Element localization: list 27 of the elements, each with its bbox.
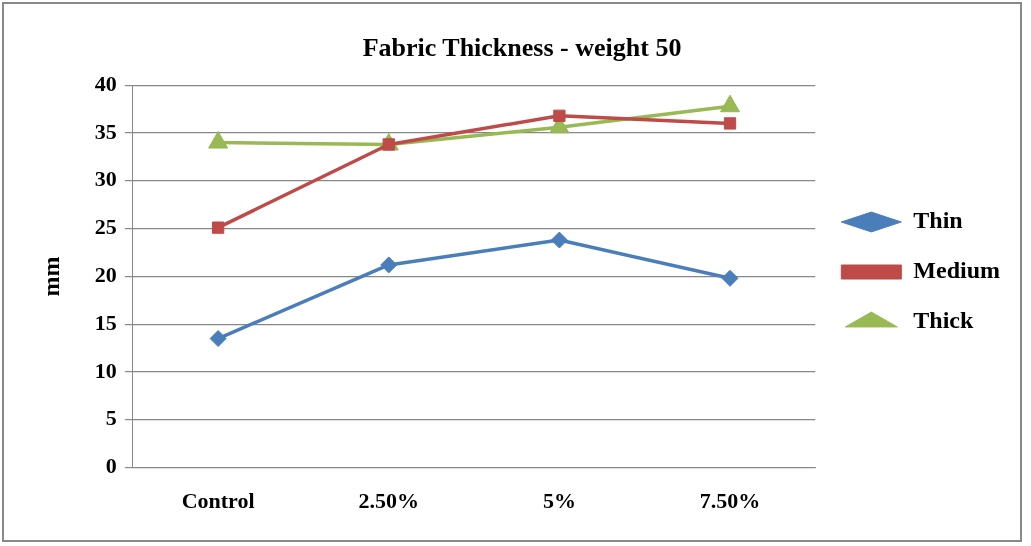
chart-title: Fabric Thickness - weight 50	[362, 33, 682, 63]
x-tick-label: 5%	[542, 488, 576, 514]
y-tick-label: 5	[105, 405, 117, 431]
y-tick-label: 25	[94, 214, 117, 240]
y-tick-label: 0	[105, 453, 117, 479]
point	[721, 269, 739, 287]
point	[550, 231, 568, 249]
legend-label: Thick	[913, 307, 975, 334]
y-tick-label: 10	[94, 357, 117, 383]
legend-label: Medium	[913, 257, 1001, 284]
point	[720, 94, 741, 113]
point	[209, 330, 227, 348]
x-tick-label: Control	[181, 488, 255, 514]
y-tick-label: 20	[94, 262, 117, 288]
y-tick-label: 40	[94, 70, 117, 96]
point	[380, 256, 398, 274]
point	[553, 109, 566, 122]
y-tick-label: 30	[94, 166, 117, 192]
point	[208, 131, 229, 149]
x-tick-label: 2.50%	[358, 488, 419, 514]
point	[723, 117, 737, 130]
y-tick-label: 35	[94, 118, 117, 144]
legend-label: Thin	[913, 207, 963, 234]
y-axis-title: mm	[37, 256, 64, 297]
x-tick-label: 7.50%	[699, 488, 761, 514]
point	[211, 221, 225, 234]
y-tick-label: 15	[94, 309, 117, 335]
